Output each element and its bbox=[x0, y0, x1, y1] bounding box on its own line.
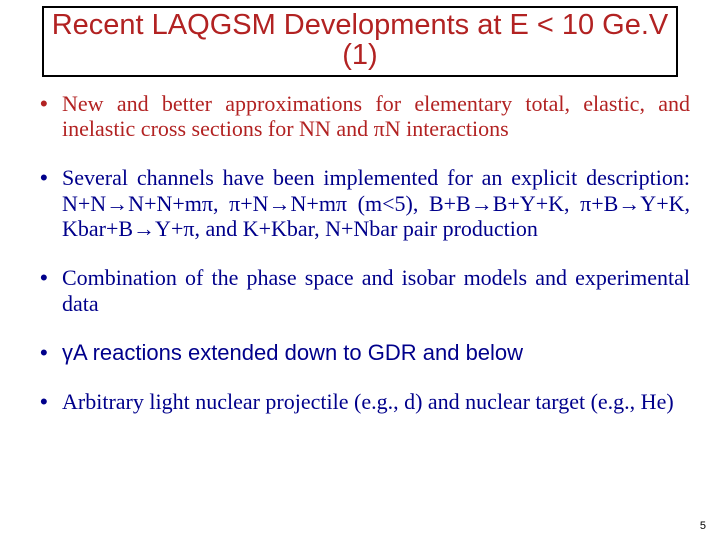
title-box: Recent LAQGSM Developments at E < 10 Ge.… bbox=[42, 6, 678, 77]
slide-title: Recent LAQGSM Developments at E < 10 Ge.… bbox=[50, 10, 670, 71]
bullet-5: Arbitrary light nuclear projectile (e.g.… bbox=[34, 389, 690, 414]
bullet-1: New and better approximations for elemen… bbox=[34, 91, 690, 142]
bullet-list: New and better approximations for elemen… bbox=[24, 91, 696, 415]
slide: Recent LAQGSM Developments at E < 10 Ge.… bbox=[0, 0, 720, 540]
bullet-2: Several channels have been implemented f… bbox=[34, 165, 690, 241]
page-number: 5 bbox=[700, 520, 706, 532]
bullet-3: Combination of the phase space and isoba… bbox=[34, 265, 690, 316]
bullet-4: γA reactions extended down to GDR and be… bbox=[34, 340, 690, 365]
